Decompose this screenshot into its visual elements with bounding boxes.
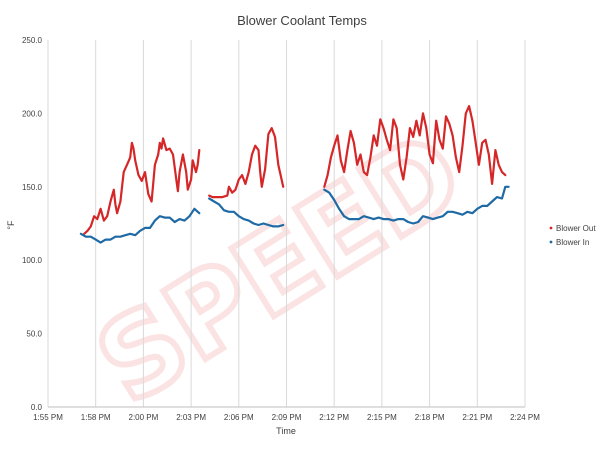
y-tick-label-3: 150.0	[22, 183, 43, 192]
blower-out-line-segment-3	[323, 104, 507, 188]
blower-in-line-segment-3	[323, 185, 510, 225]
y-tick-label-0: 0.0	[31, 403, 43, 412]
x-tick-label-7: 2:15 PM	[367, 413, 397, 422]
y-axis-title: °F	[6, 220, 16, 230]
x-axis-title: Time	[276, 426, 296, 436]
y-tick-label-2: 100.0	[22, 256, 43, 265]
y-tick-label-4: 200.0	[22, 109, 43, 118]
blower-in-line-segment-1	[79, 207, 201, 244]
legend-marker-blower-in	[549, 240, 553, 244]
legend-label-blower-in: Blower In	[556, 238, 589, 247]
series-lines	[79, 104, 510, 244]
blower-out-line-segment-2	[208, 127, 285, 199]
blower-out-line-segment-1	[83, 137, 201, 235]
y-tick-label-1: 50.0	[26, 330, 42, 339]
legend: Blower Out Blower In	[549, 224, 596, 247]
x-tick-label-3: 2:03 PM	[176, 413, 206, 422]
y-axis-ticks: 0.0 50.0 100.0 150.0 200.0 250.0	[22, 36, 43, 412]
x-tick-label-6: 2:12 PM	[319, 413, 349, 422]
watermark-text: SPEED	[76, 107, 484, 428]
x-tick-label-2: 2:00 PM	[129, 413, 159, 422]
x-tick-label-9: 2:21 PM	[462, 413, 492, 422]
speed-watermark: SPEED	[73, 104, 487, 431]
blower-in-line-segment-2	[208, 197, 285, 228]
x-tick-label-4: 2:06 PM	[224, 413, 254, 422]
x-tick-label-10: 2:24 PM	[510, 413, 540, 422]
grid-lines	[47, 40, 526, 407]
x-tick-label-0: 1:55 PM	[33, 413, 63, 422]
y-tick-label-5: 250.0	[22, 36, 43, 45]
legend-label-blower-out: Blower Out	[556, 224, 596, 233]
x-tick-label-5: 2:09 PM	[272, 413, 302, 422]
x-tick-label-1: 1:58 PM	[81, 413, 111, 422]
legend-marker-blower-out	[549, 226, 553, 230]
x-tick-label-8: 2:18 PM	[415, 413, 445, 422]
chart-title: Blower Coolant Temps	[237, 13, 367, 28]
x-axis-ticks: 1:55 PM 1:58 PM 2:00 PM 2:03 PM 2:06 PM 2:09 …	[33, 413, 540, 422]
